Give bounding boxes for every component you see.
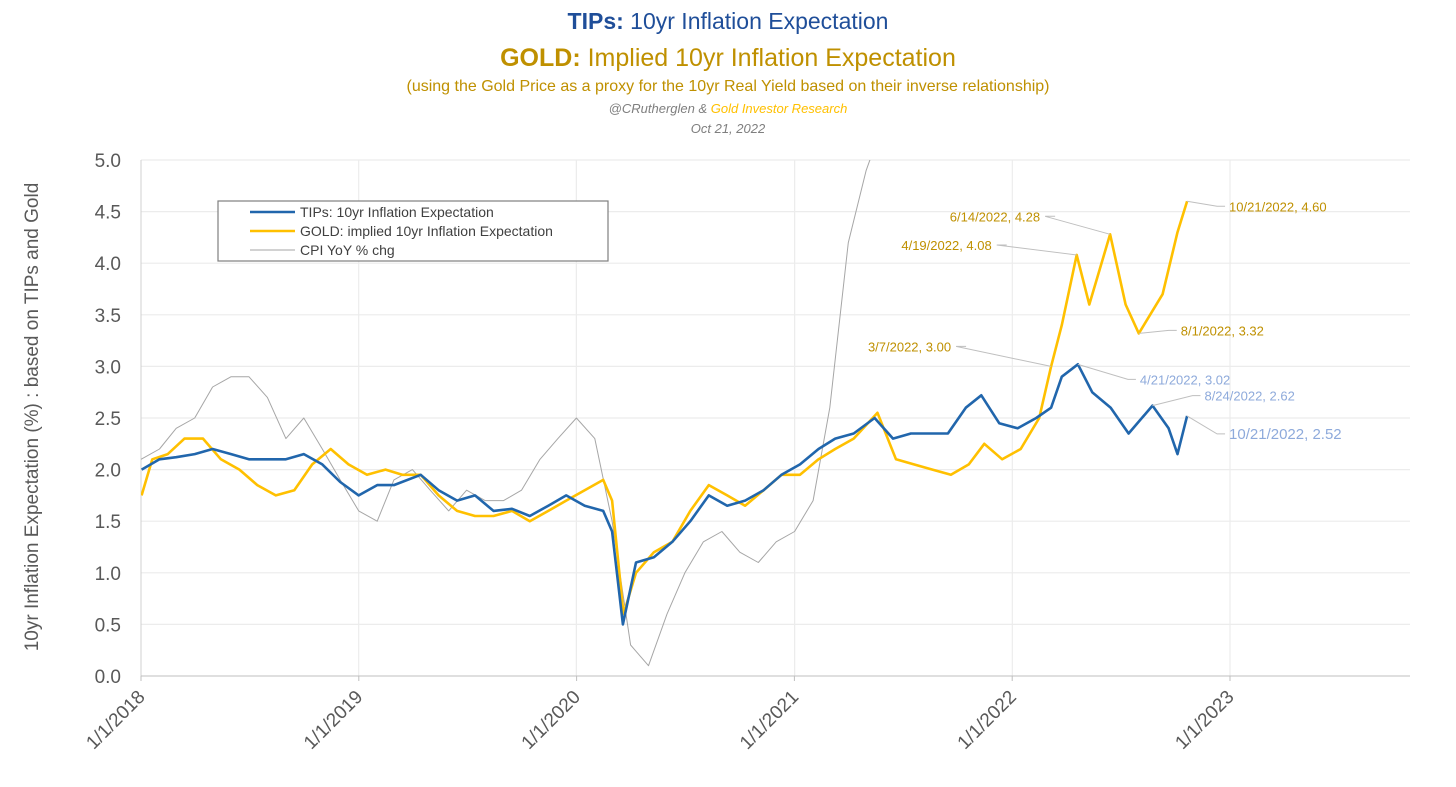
x-tick-label: 1/1/2022	[954, 687, 1021, 754]
y-tick-label: 2.5	[95, 409, 121, 430]
annotation-label: 8/1/2022, 3.32	[1181, 323, 1264, 338]
annotation-label: 10/21/2022, 4.60	[1229, 199, 1327, 214]
annotation-leader	[1077, 363, 1136, 380]
y-tick-label: 0.0	[95, 667, 121, 688]
annotation-leader	[1186, 200, 1226, 207]
x-tick-label: 1/1/2020	[518, 687, 585, 754]
chart-subtitle: (using the Gold Price as a proxy for the…	[406, 78, 1050, 95]
annotation-label: 4/21/2022, 3.02	[1140, 372, 1230, 387]
annotation-label: 6/14/2022, 4.28	[950, 209, 1040, 224]
annotation-leader	[1186, 415, 1226, 435]
x-tick-label: 1/1/2018	[82, 687, 149, 754]
y-tick-label: 4.5	[95, 203, 121, 224]
y-tick-label: 1.0	[95, 564, 121, 585]
annotation-label: 8/24/2022, 2.62	[1204, 389, 1294, 404]
annotation-leader	[955, 345, 1052, 367]
x-tick-label: 1/1/2021	[736, 687, 803, 754]
annotation-leader	[996, 244, 1077, 256]
chart-credit: @CRutherglen & Gold Investor Research	[608, 101, 848, 116]
annotation-label: 4/19/2022, 4.08	[901, 238, 991, 253]
y-tick-label: 3.5	[95, 306, 121, 327]
y-tick-label: 4.0	[95, 254, 121, 275]
chart-title-tips: TIPs: 10yr Inflation Expectation	[567, 8, 889, 34]
y-tick-label: 1.5	[95, 512, 121, 533]
annotation-label: 3/7/2022, 3.00	[868, 339, 951, 354]
x-tick-label: 1/1/2023	[1171, 687, 1238, 754]
annotation-label: 10/21/2022, 2.52	[1229, 426, 1342, 443]
legend-label-tips: TIPs: 10yr Inflation Expectation	[300, 204, 494, 220]
chart-title-gold: GOLD: Implied 10yr Inflation Expectation	[500, 44, 956, 72]
legend-label-cpi: CPI YoY % chg	[300, 242, 395, 258]
y-tick-label: 3.0	[95, 357, 121, 378]
y-tick-label: 2.0	[95, 461, 121, 482]
legend-label-gold: GOLD: implied 10yr Inflation Expectation	[300, 223, 553, 239]
chart-date: Oct 21, 2022	[690, 121, 766, 136]
annotation-leader	[1152, 395, 1201, 407]
series-line-cpi	[141, 160, 871, 667]
x-tick-label: 1/1/2019	[300, 687, 367, 754]
y-tick-label: 5.0	[95, 151, 121, 172]
annotation-leader	[1044, 215, 1111, 235]
series-line-tips	[141, 363, 1189, 626]
y-tick-label: 0.5	[95, 615, 121, 636]
annotation-leader	[1138, 329, 1177, 334]
